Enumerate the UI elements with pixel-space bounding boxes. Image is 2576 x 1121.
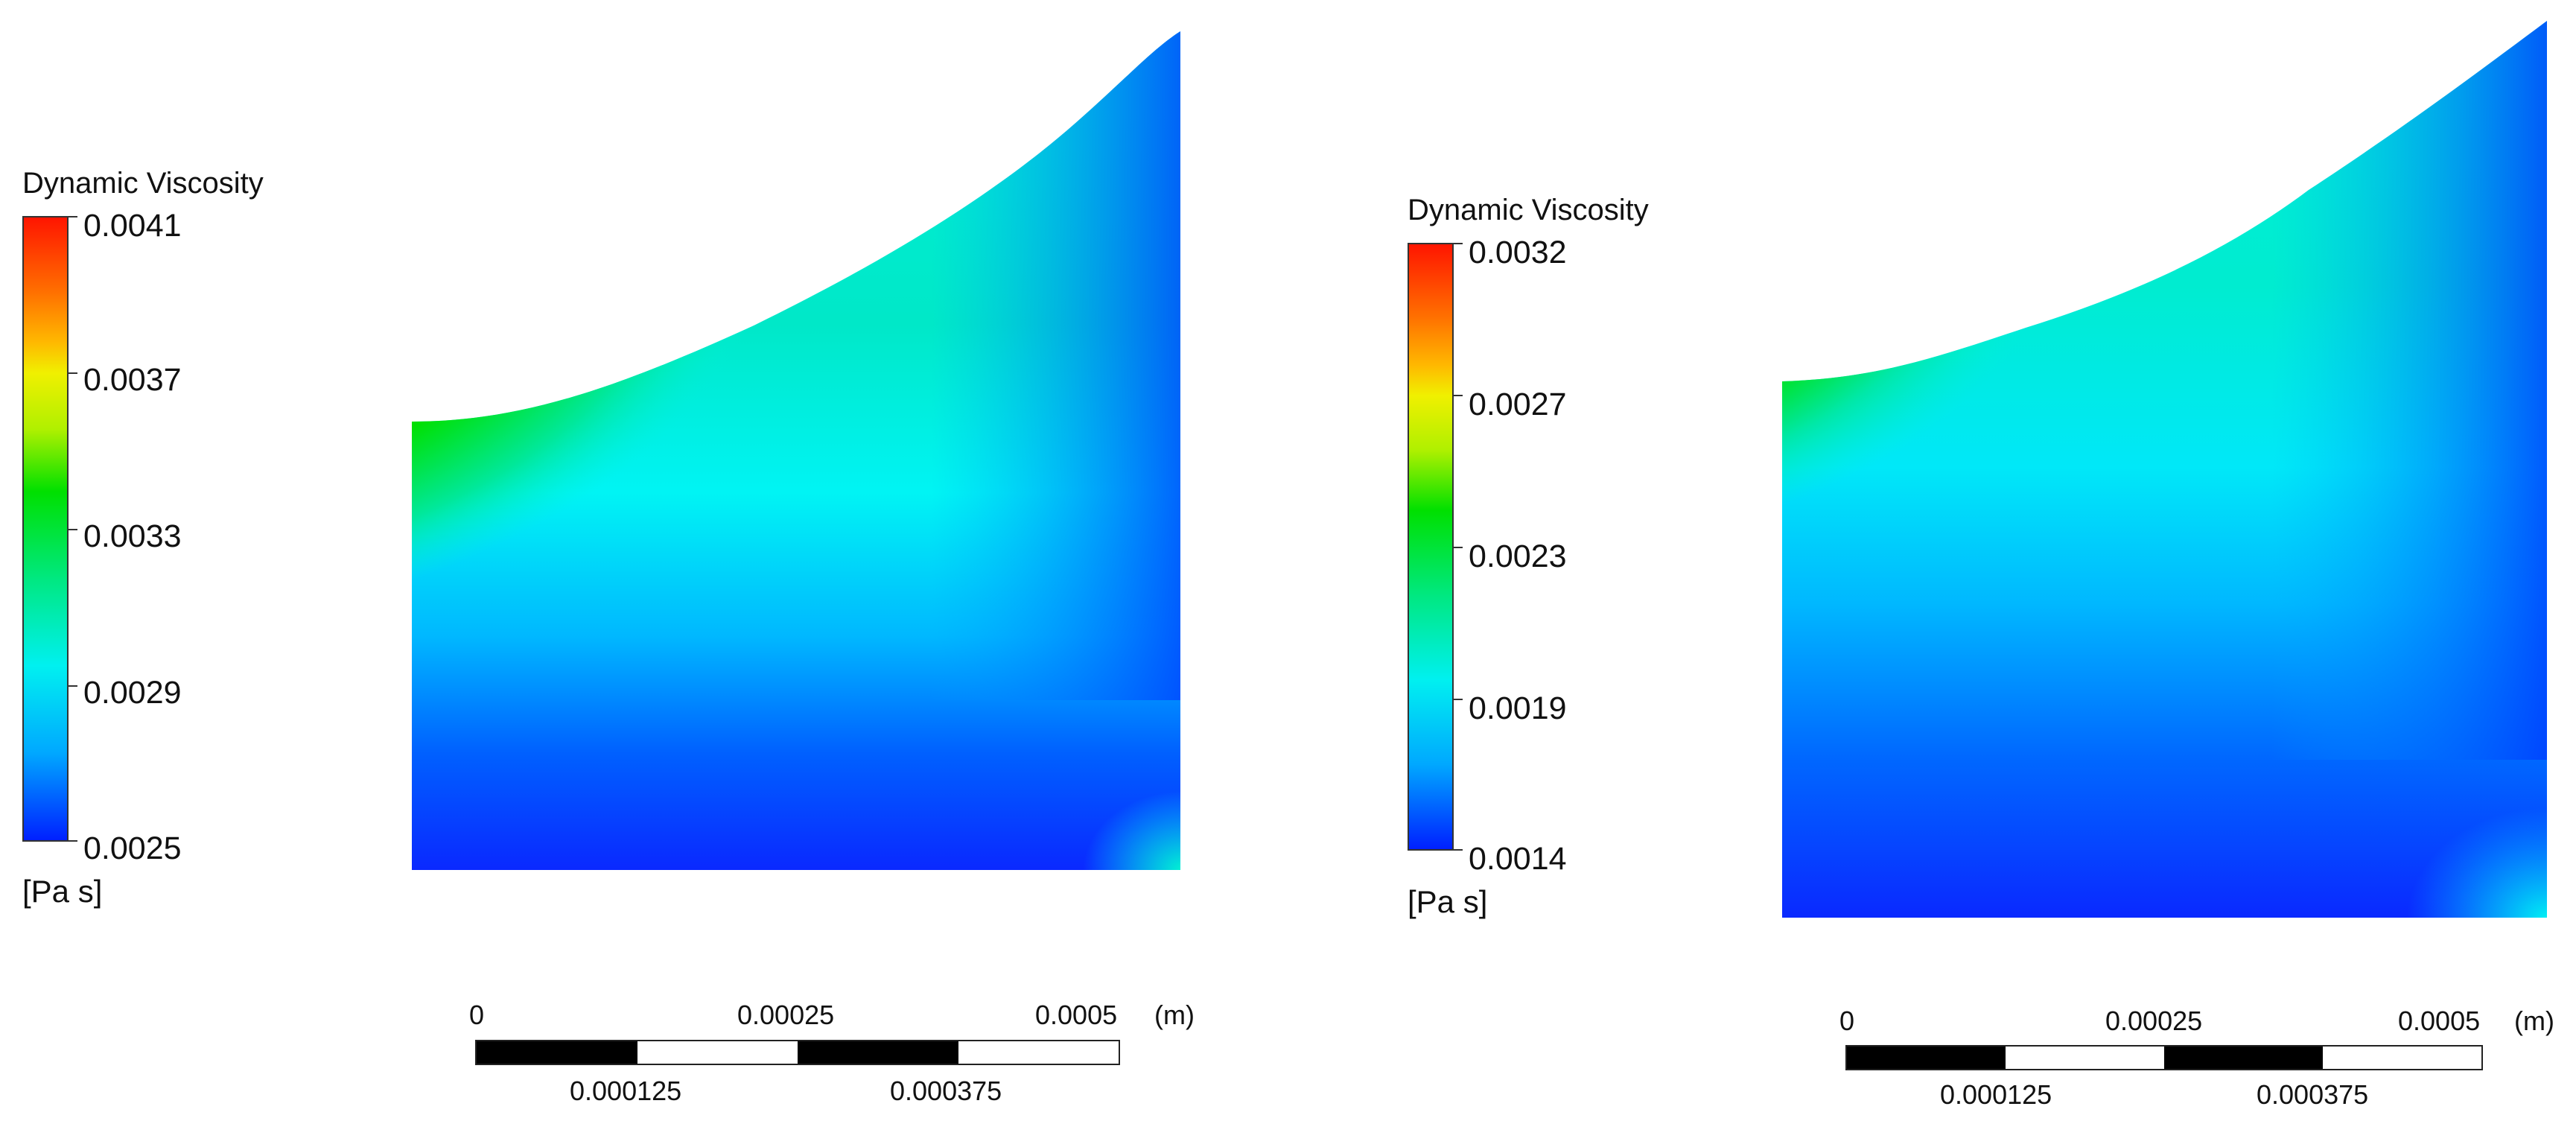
colorbar-tick-label: 0.0029 (83, 675, 182, 711)
colorbar-tick (69, 685, 77, 687)
scale-label: 0.0005 (1035, 1000, 1118, 1030)
colorbar-tick (1454, 243, 1463, 244)
contour-field (412, 31, 1180, 870)
colorbar-tick (69, 372, 77, 374)
colorbar-tick (1454, 547, 1463, 548)
colorbar-tick (1454, 699, 1463, 700)
scale-label: 0.000125 (570, 1076, 682, 1106)
scale-label: 0.00025 (2105, 1006, 2203, 1036)
colorbar-tick-label: 0.0037 (83, 362, 182, 398)
scale-label: 0 (469, 1000, 485, 1030)
scale-segment (477, 1041, 637, 1064)
colorbar-tick-label: 0.0027 (1469, 387, 1567, 422)
colorbar (22, 216, 69, 842)
scale-segment (637, 1041, 798, 1064)
colorbar-title: Dynamic Viscosity (1408, 194, 1649, 226)
colorbar-tick-label: 0.0041 (83, 208, 182, 244)
colorbar-tick-label: 0.0023 (1469, 539, 1567, 574)
scale-bar (1845, 1045, 2483, 1070)
scale-label: 0.000375 (2257, 1079, 2369, 1110)
scale-unit: (m) (2514, 1006, 2554, 1036)
contour-field (1782, 21, 2547, 918)
scale-label: 0.00025 (737, 1000, 835, 1030)
colorbar-units: [Pa s] (22, 874, 103, 909)
colorbar-tick-label: 0.0033 (83, 518, 182, 554)
scale-label: 0.000375 (890, 1076, 1002, 1106)
colorbar (1408, 243, 1454, 851)
scale-segment (958, 1041, 1119, 1064)
scale-label: 0.0005 (2398, 1006, 2481, 1036)
scale-segment (2164, 1047, 2323, 1069)
scale-unit: (m) (1154, 1000, 1195, 1030)
colorbar-tick-label: 0.0014 (1469, 841, 1567, 877)
colorbar-units: [Pa s] (1408, 884, 1488, 919)
scale-bar (475, 1040, 1120, 1065)
scale-segment (2006, 1047, 2164, 1069)
colorbar-tick-label: 0.0025 (83, 831, 182, 866)
colorbar-tick-label: 0.0032 (1469, 235, 1567, 270)
colorbar-tick (69, 529, 77, 530)
scale-label: 0.000125 (1940, 1079, 2052, 1110)
scale-segment (798, 1041, 958, 1064)
colorbar-tick (1454, 395, 1463, 396)
colorbar-tick (69, 840, 77, 842)
colorbar-title: Dynamic Viscosity (22, 167, 264, 200)
colorbar-tick (69, 216, 77, 217)
scale-segment (2323, 1047, 2481, 1069)
colorbar-tick-label: 0.0019 (1469, 690, 1567, 726)
scale-label: 0 (1839, 1006, 1855, 1036)
colorbar-tick (1454, 849, 1463, 851)
scale-segment (1847, 1047, 2006, 1069)
